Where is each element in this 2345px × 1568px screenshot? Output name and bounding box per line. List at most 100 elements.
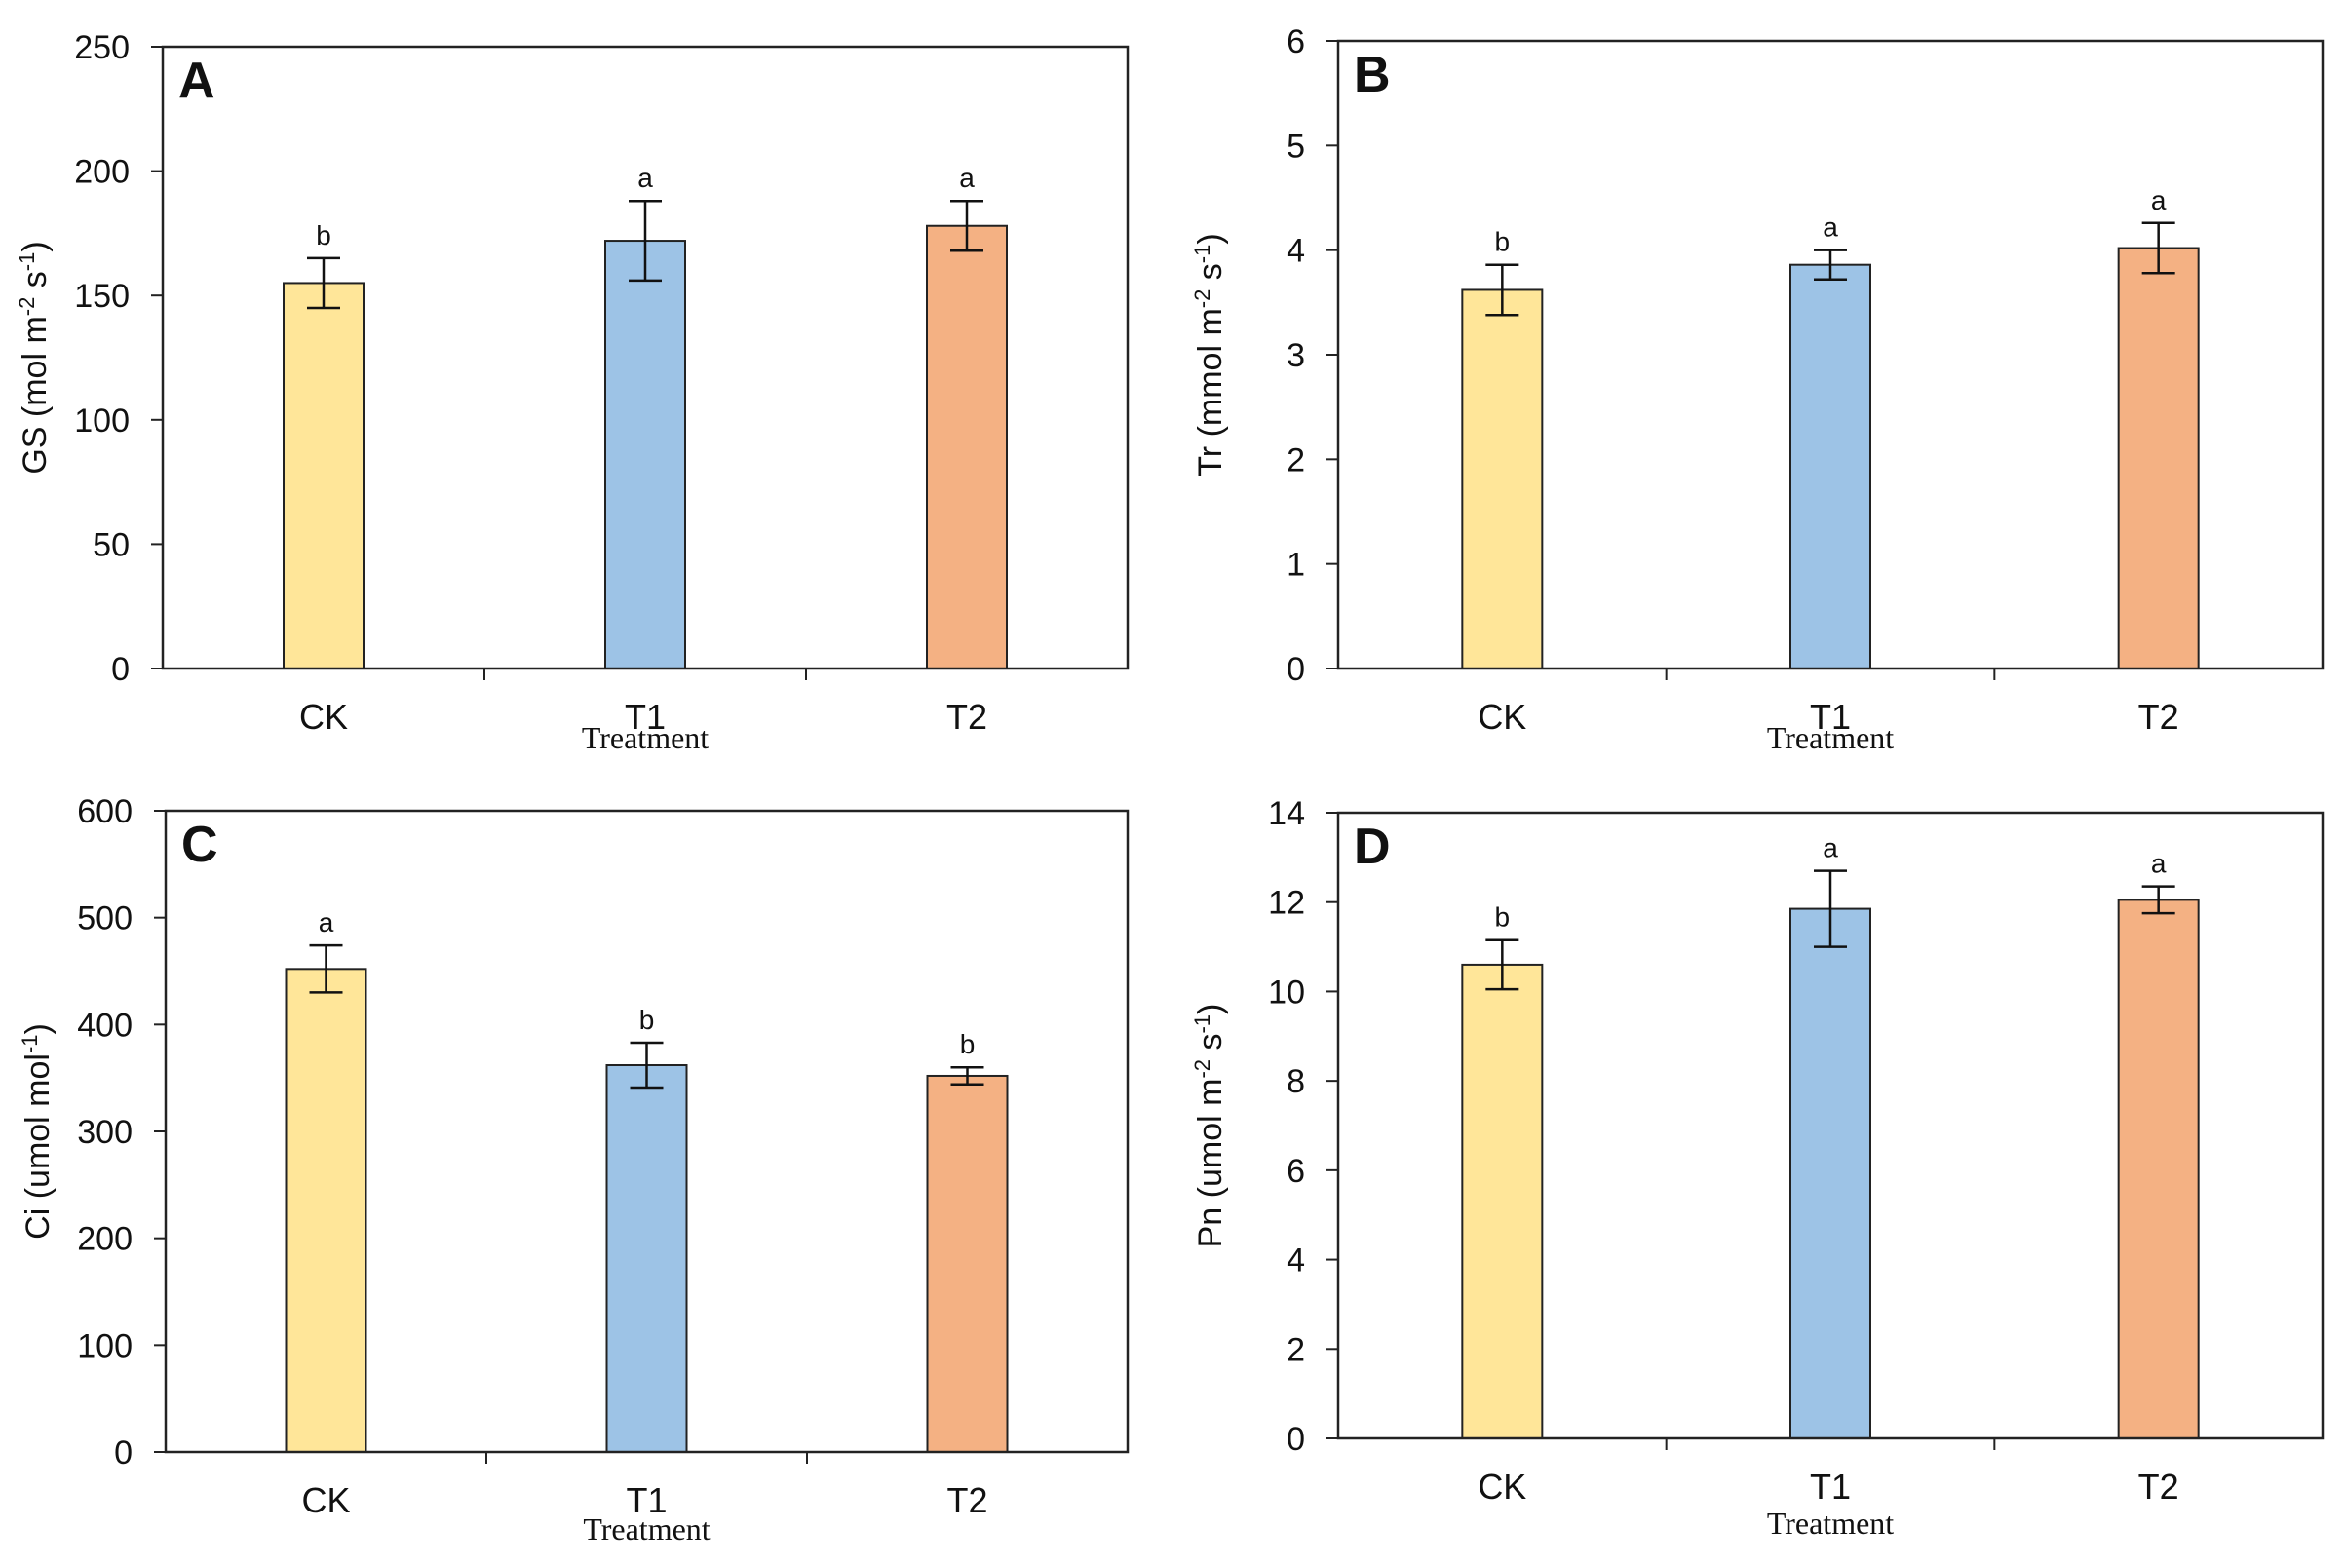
significance-label: a <box>1823 833 1838 863</box>
y-axis-title: Ci (umol mol-1) <box>18 1023 57 1240</box>
y-tick-label: 14 <box>1268 795 1305 832</box>
y-axis-title-superscript: -1 <box>1190 1014 1214 1034</box>
significance-label: a <box>637 163 653 193</box>
panel-letter: C <box>181 817 218 873</box>
category-label: CK <box>301 1480 350 1520</box>
category-label: T1 <box>1810 697 1851 737</box>
y-tick-label: 100 <box>74 402 130 440</box>
bar-t1 <box>1789 907 1871 1439</box>
category-label: CK <box>299 697 348 737</box>
y-axis-title-part: ) <box>1192 233 1229 244</box>
y-tick-label: 6 <box>1287 1153 1305 1190</box>
category-label: T2 <box>946 1480 987 1520</box>
y-tick-label: 4 <box>1287 233 1305 270</box>
y-tick-label: 500 <box>77 900 133 937</box>
plot-frame <box>161 45 1130 670</box>
category-label: CK <box>1478 1467 1526 1507</box>
bar-t1 <box>605 1064 688 1454</box>
y-tick-label: 2 <box>1287 1331 1305 1368</box>
y-tick-label: 100 <box>77 1327 133 1364</box>
y-axis-title-part: GS (mol m <box>17 316 54 474</box>
significance-label: a <box>2151 849 2167 879</box>
category-label: T1 <box>625 697 666 737</box>
y-tick-label: 250 <box>74 29 130 66</box>
y-axis-title-part: s <box>1192 1034 1229 1059</box>
y-axis-title-part: Tr (mmol m <box>1192 308 1229 476</box>
bar-ck <box>1461 963 1544 1440</box>
y-axis-title-superscript: -1 <box>18 1034 42 1053</box>
category-label: T1 <box>1810 1467 1851 1507</box>
significance-label: a <box>1823 212 1838 243</box>
y-axis-title-superscript: -2 <box>1190 289 1214 309</box>
y-tick-label: 4 <box>1287 1243 1305 1280</box>
y-axis-title-superscript: -2 <box>1190 1059 1214 1079</box>
significance-label: b <box>639 1005 655 1035</box>
bar-ck <box>285 968 367 1453</box>
y-tick-label: 12 <box>1268 885 1305 922</box>
y-axis-title-part: Pn (umol m <box>1192 1079 1229 1248</box>
y-axis-title-superscript: -1 <box>15 252 39 272</box>
y-tick-label: 5 <box>1287 128 1305 165</box>
y-axis-title: Pn (umol m-2 s-1) <box>1190 1004 1229 1248</box>
y-tick-label: 2 <box>1287 441 1305 478</box>
y-tick-label: 150 <box>74 278 130 315</box>
category-label: CK <box>1478 697 1526 737</box>
bar-t2 <box>926 224 1008 670</box>
panel-letter: D <box>1354 819 1391 875</box>
x-axis-title: Treatment <box>1767 1506 1894 1541</box>
y-axis-title: GS (mol m-2 s-1) <box>15 241 54 474</box>
y-axis-title-part: Ci (umol mol <box>19 1053 57 1240</box>
panel-d: b CK a T1 a T2 0 2 4 6 8 10 12 14 D Treatment Pn (umol m… <box>1190 795 2325 1541</box>
y-tick-label: 0 <box>1287 651 1305 688</box>
significance-label: b <box>316 220 331 250</box>
y-axis-title-part: ) <box>19 1023 57 1034</box>
y-axis-title-superscript: -1 <box>1190 245 1214 264</box>
bar-t2 <box>2117 899 2200 1439</box>
y-axis-title: Tr (mmol m-2 s-1) <box>1190 233 1229 476</box>
bar-ck <box>283 282 365 669</box>
significance-label: a <box>319 907 334 937</box>
y-tick-label: 3 <box>1287 337 1305 374</box>
y-tick-label: 6 <box>1287 23 1305 60</box>
significance-label: a <box>2151 185 2167 215</box>
y-axis-title-part: ) <box>17 241 54 251</box>
x-axis-title: Treatment <box>1767 720 1894 755</box>
category-label: T1 <box>626 1480 667 1520</box>
y-tick-label: 0 <box>1287 1421 1305 1458</box>
bar-t2 <box>926 1074 1009 1454</box>
y-tick-label: 400 <box>77 1007 133 1044</box>
panel-b: b CK a T1 a T2 0 1 2 3 4 5 6 B Treatment Tr (mmol m-2 s… <box>1190 23 2325 755</box>
bar-t2 <box>2117 247 2200 670</box>
y-tick-label: 1 <box>1287 547 1305 584</box>
y-tick-label: 0 <box>111 651 130 688</box>
category-label: T2 <box>2138 697 2179 737</box>
x-axis-title: Treatment <box>582 720 709 755</box>
x-axis-title: Treatment <box>583 1511 710 1547</box>
significance-label: b <box>1495 227 1511 257</box>
y-tick-label: 0 <box>114 1434 133 1472</box>
significance-label: a <box>959 163 975 193</box>
plot-frame <box>1336 811 2325 1440</box>
y-tick-label: 600 <box>77 793 133 830</box>
panel-a: b CK a T1 a T2 0 50 100 150 200 250 A Treatment GS (mo… <box>15 29 1130 755</box>
panel-letter: A <box>178 53 215 109</box>
bar-t1 <box>1789 263 1871 669</box>
panel-c: a CK b T1 b T2 0 100 200 300 400 500 600 C Treatment Ci… <box>18 793 1130 1547</box>
category-label: T2 <box>2138 1467 2179 1507</box>
y-tick-label: 8 <box>1287 1063 1305 1100</box>
y-axis-title-superscript: -2 <box>15 297 39 317</box>
y-tick-label: 50 <box>93 526 130 563</box>
significance-label: b <box>960 1029 976 1059</box>
y-tick-label: 200 <box>77 1221 133 1258</box>
panel-letter: B <box>1354 47 1391 103</box>
bar-t1 <box>604 240 686 669</box>
significance-label: b <box>1495 902 1511 933</box>
y-tick-label: 300 <box>77 1114 133 1151</box>
category-label: T2 <box>946 697 987 737</box>
y-axis-title-part: s <box>1192 263 1229 288</box>
bar-ck <box>1461 288 1544 669</box>
y-tick-label: 10 <box>1268 974 1305 1011</box>
y-axis-title-part: s <box>17 271 54 296</box>
y-axis-title-part: ) <box>1192 1004 1229 1014</box>
